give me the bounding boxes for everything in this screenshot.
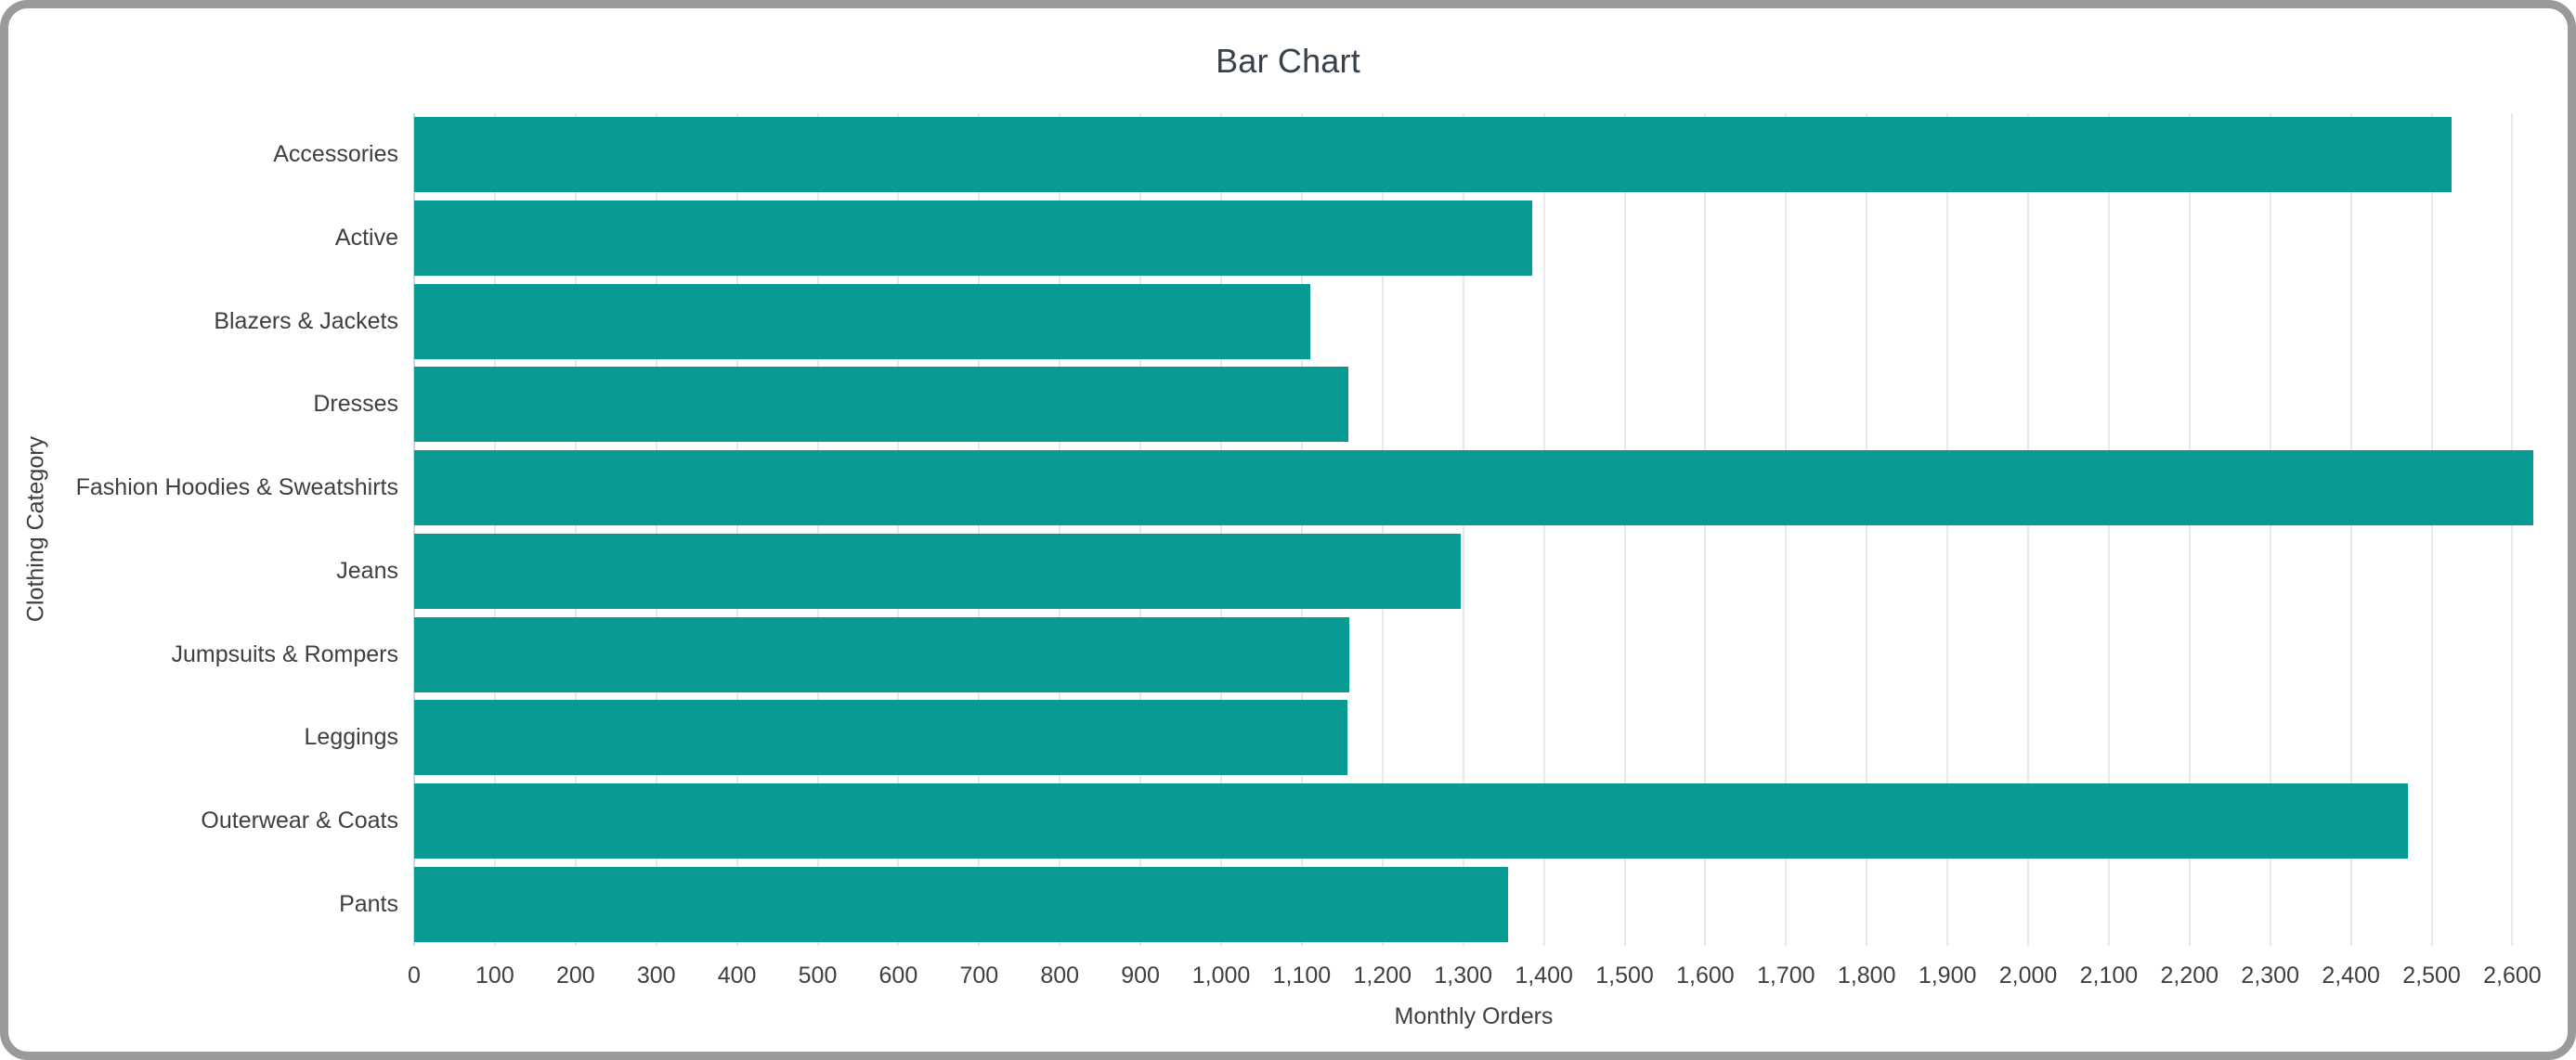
x-tick-label: 1,900 xyxy=(1918,963,1977,989)
chart-title: Bar Chart xyxy=(1216,42,1360,80)
gridline xyxy=(2188,113,2191,946)
bar-blazers-jackets xyxy=(414,283,1310,359)
bar-accessories xyxy=(414,117,2452,193)
y-tick-label: Active xyxy=(334,225,398,252)
bar-row xyxy=(414,530,2533,614)
gridline xyxy=(1300,113,1303,946)
gridline xyxy=(574,113,577,946)
x-tick-label: 800 xyxy=(1040,963,1080,989)
gridline xyxy=(2511,113,2514,946)
x-tick-label: 1,000 xyxy=(1191,963,1251,989)
bar-rows xyxy=(414,113,2533,946)
gridline xyxy=(2269,113,2271,946)
bar-row xyxy=(414,197,2533,280)
y-axis-tick-labels: Accessories Active Blazers & Jackets Dresse… xyxy=(27,113,398,946)
bar-row xyxy=(414,780,2533,863)
x-tick-label: 2,100 xyxy=(2079,963,2139,989)
x-tick-label: 2,600 xyxy=(2483,963,2542,989)
gridline xyxy=(655,113,657,946)
gridline xyxy=(1866,113,1868,946)
x-tick-label: 100 xyxy=(475,963,514,989)
x-tick-label: 2,200 xyxy=(2160,963,2219,989)
gridline xyxy=(493,113,496,946)
y-axis-line xyxy=(413,113,415,946)
x-tick-label: 1,800 xyxy=(1837,963,1896,989)
x-tick-label: 1,400 xyxy=(1515,963,1573,989)
bar-row xyxy=(414,446,2533,530)
bar-row xyxy=(414,696,2533,780)
x-tick-label: 1,200 xyxy=(1353,963,1412,989)
gridline xyxy=(1785,113,1788,946)
plot-area xyxy=(413,113,2533,946)
gridline xyxy=(1220,113,1222,946)
y-tick-label: Blazers & Jackets xyxy=(214,307,398,334)
x-tick-label: 300 xyxy=(636,963,676,989)
y-tick-label: Pants xyxy=(339,890,398,917)
gridline xyxy=(1946,113,1949,946)
x-tick-label: 1,700 xyxy=(1757,963,1815,989)
x-tick-label: 500 xyxy=(798,963,838,989)
gridline xyxy=(2430,113,2433,946)
gridline xyxy=(1381,113,1384,946)
gridline xyxy=(816,113,819,946)
bar-dresses xyxy=(414,367,1349,443)
x-tick-label: 2,000 xyxy=(1998,963,2058,989)
gridline xyxy=(2107,113,2110,946)
x-tick-label: 2,300 xyxy=(2241,963,2299,989)
bar-pants xyxy=(414,866,1509,942)
gridline xyxy=(1542,113,1545,946)
y-tick-label: Leggings xyxy=(304,724,398,751)
y-tick-label: Dresses xyxy=(313,391,398,418)
x-tick-label: 1,100 xyxy=(1272,963,1332,989)
bar-row xyxy=(414,279,2533,363)
bar-row xyxy=(414,363,2533,446)
gridline xyxy=(1059,113,1061,946)
gridline xyxy=(1462,113,1464,946)
bar-row xyxy=(414,113,2533,197)
bar-leggings xyxy=(414,700,1348,776)
x-tick-label: 400 xyxy=(717,963,757,989)
x-tick-label: 2,500 xyxy=(2402,963,2461,989)
x-tick-label: 0 xyxy=(408,963,421,989)
x-tick-label: 900 xyxy=(1121,963,1160,989)
bar-jumpsuits-rompers xyxy=(414,616,1350,692)
y-tick-label: Fashion Hoodies & Sweatshirts xyxy=(75,474,398,501)
y-tick-label: Jeans xyxy=(336,557,398,584)
x-tick-label: 600 xyxy=(878,963,918,989)
x-tick-label: 1,500 xyxy=(1595,963,1654,989)
bar-active xyxy=(414,200,1533,277)
x-tick-label: 1,600 xyxy=(1676,963,1735,989)
y-tick-label: Outerwear & Coats xyxy=(201,807,398,834)
bar-jeans xyxy=(414,533,1462,609)
x-tick-label: 1,300 xyxy=(1434,963,1492,989)
gridline xyxy=(2349,113,2352,946)
gridline xyxy=(2027,113,2029,946)
gridline xyxy=(735,113,738,946)
bar-outerwear-coats xyxy=(414,782,2409,859)
gridline xyxy=(978,113,981,946)
y-tick-label: Jumpsuits & Rompers xyxy=(171,640,398,667)
x-tick-label: 2,400 xyxy=(2322,963,2380,989)
gridline xyxy=(1704,113,1707,946)
y-tick-label: Accessories xyxy=(273,141,398,168)
gridline xyxy=(1139,113,1142,946)
x-tick-label: 700 xyxy=(959,963,999,989)
bar-fashion-hoodies-sweatshirts xyxy=(414,450,2533,526)
x-tick-label: 200 xyxy=(555,963,595,989)
bar-row xyxy=(414,613,2533,696)
x-axis-tick-labels: 0 100 200 300 400 500 600 700 800 900 1,000 1,100 1,… xyxy=(408,963,2542,994)
bar-row xyxy=(414,862,2533,946)
gridline xyxy=(897,113,900,946)
gridline xyxy=(1623,113,1626,946)
x-axis-title: Monthly Orders xyxy=(1394,1003,1554,1029)
